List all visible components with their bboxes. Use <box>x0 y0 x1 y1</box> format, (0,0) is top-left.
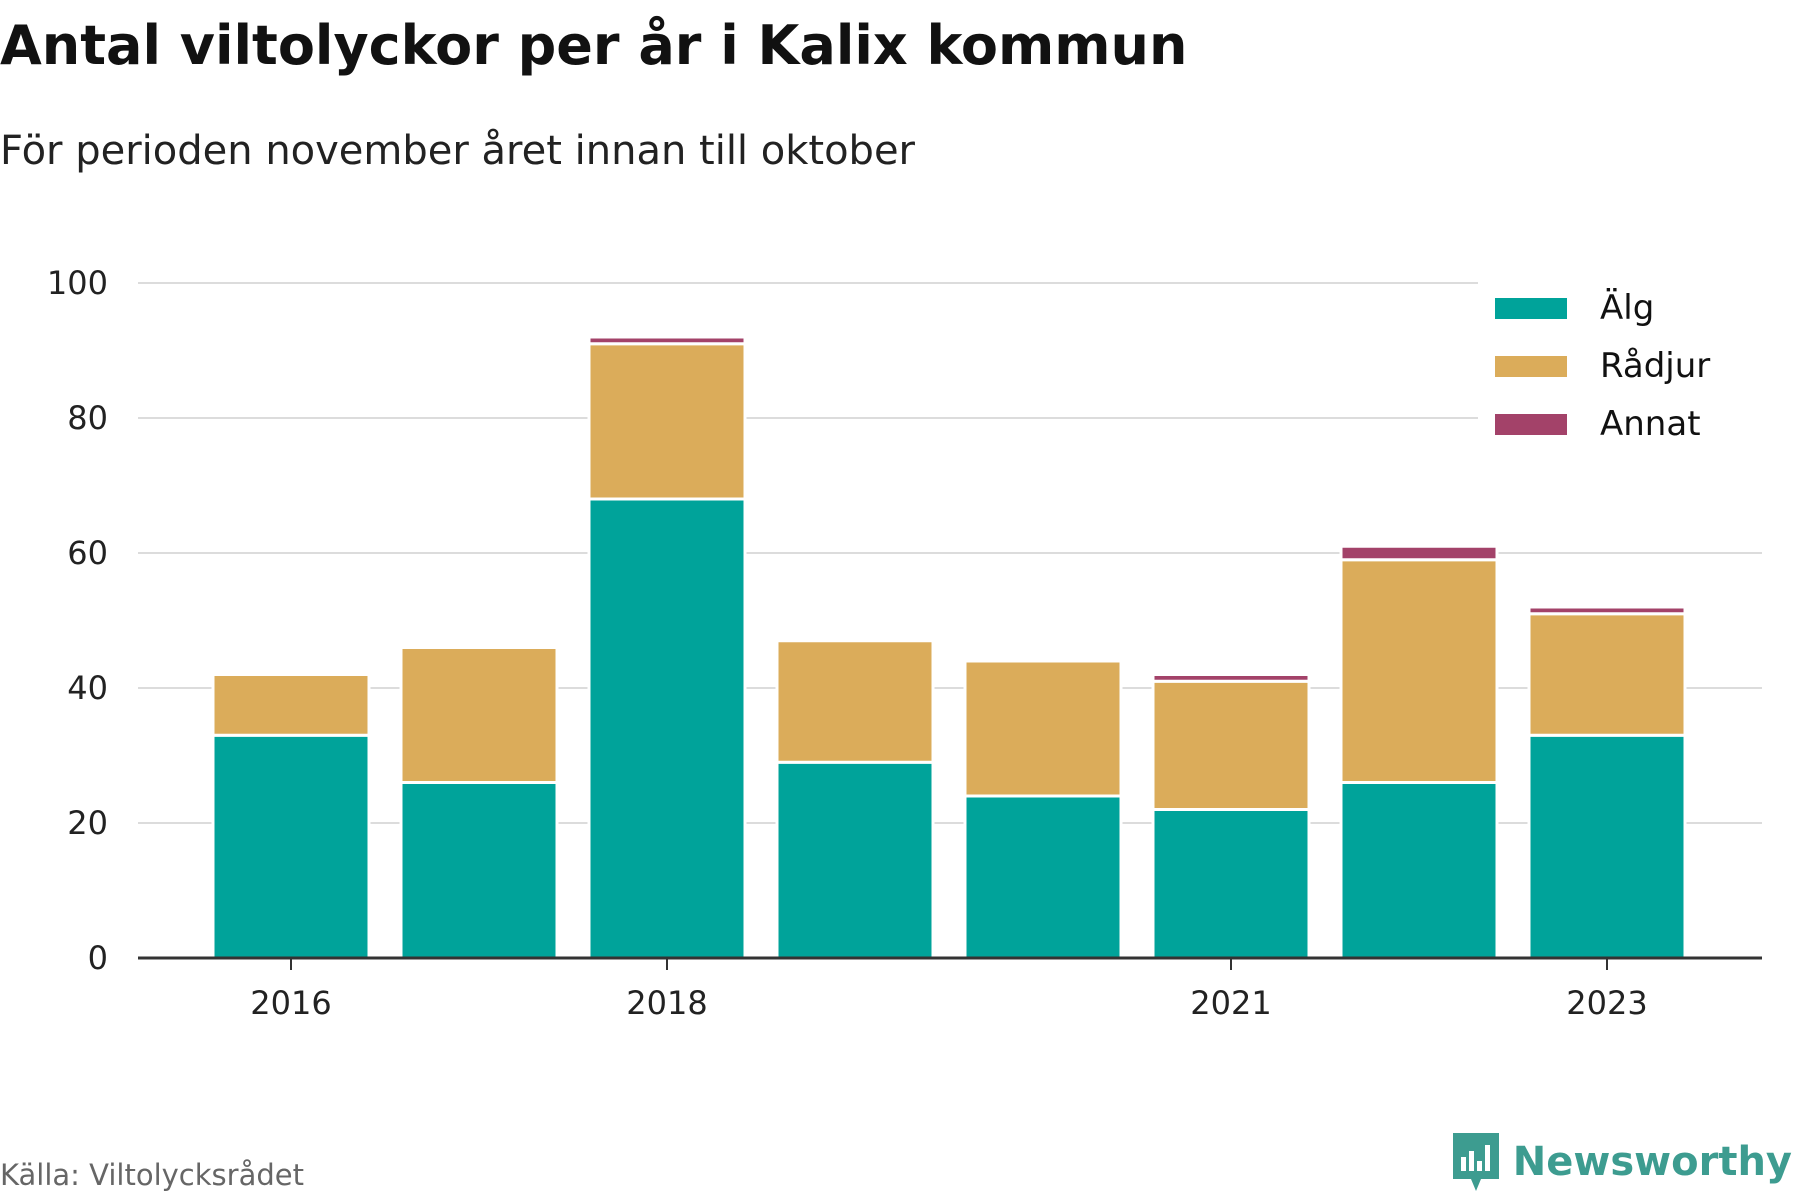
bar-segment-älg <box>587 497 747 960</box>
legend: Älg Rådjur Annat <box>1478 272 1768 450</box>
legend-label: Rådjur <box>1600 346 1710 386</box>
y-tick-label: 40 <box>67 669 108 707</box>
y-tick-label: 60 <box>67 534 108 572</box>
chart-title: Antal viltolyckor per år i Kalix kommun <box>0 14 1188 77</box>
bar-segment-annat <box>1151 673 1311 683</box>
bar-segment-rådjur <box>399 646 559 784</box>
bar-segment-rådjur <box>211 673 371 737</box>
legend-swatch <box>1495 356 1567 377</box>
legend-label: Annat <box>1600 404 1701 444</box>
legend-label: Älg <box>1600 288 1654 328</box>
bar-segment-älg <box>1339 781 1499 960</box>
bar-segment-annat <box>1339 544 1499 562</box>
x-tick-label: 2016 <box>250 984 331 1022</box>
bar-segment-rådjur <box>1151 679 1311 811</box>
legend-swatch <box>1495 298 1567 319</box>
bar-segment-rådjur <box>775 639 935 764</box>
bar-segment-rådjur <box>587 342 747 501</box>
bar-segment-älg <box>211 733 371 960</box>
bar-segment-rådjur <box>1527 612 1687 737</box>
y-tick-label: 80 <box>67 399 108 437</box>
bar-segment-rådjur <box>1339 558 1499 784</box>
bar-segment-annat <box>1527 605 1687 616</box>
y-axis-ticks: 0 20 40 60 80 100 <box>47 264 108 977</box>
brand-logo[interactable]: Newsworthy <box>1452 1133 1792 1191</box>
bar-segment-älg <box>775 760 935 960</box>
x-axis: 2016 2018 2021 2023 <box>138 956 1762 1022</box>
bar-segment-älg <box>1527 733 1687 960</box>
x-tick-label: 2018 <box>626 984 707 1022</box>
y-tick-label: 20 <box>67 804 108 842</box>
bar-segment-älg <box>963 794 1123 960</box>
bars <box>211 335 1687 960</box>
chart-subtitle: För perioden november året innan till ok… <box>0 128 915 174</box>
bar-segment-rådjur <box>963 659 1123 798</box>
bar-segment-älg <box>399 781 559 960</box>
bar-segment-annat <box>587 335 747 346</box>
brand-name: Newsworthy <box>1512 1139 1792 1185</box>
newsworthy-logo-icon <box>1452 1133 1499 1191</box>
x-tick-label: 2023 <box>1566 984 1647 1022</box>
x-tick-label: 2021 <box>1190 984 1271 1022</box>
bar-segment-älg <box>1151 808 1311 960</box>
legend-swatch <box>1495 414 1567 435</box>
y-tick-label: 100 <box>47 264 108 302</box>
y-tick-label: 0 <box>88 939 108 977</box>
source-note: Källa: Viltolycksrådet <box>0 1158 304 1192</box>
